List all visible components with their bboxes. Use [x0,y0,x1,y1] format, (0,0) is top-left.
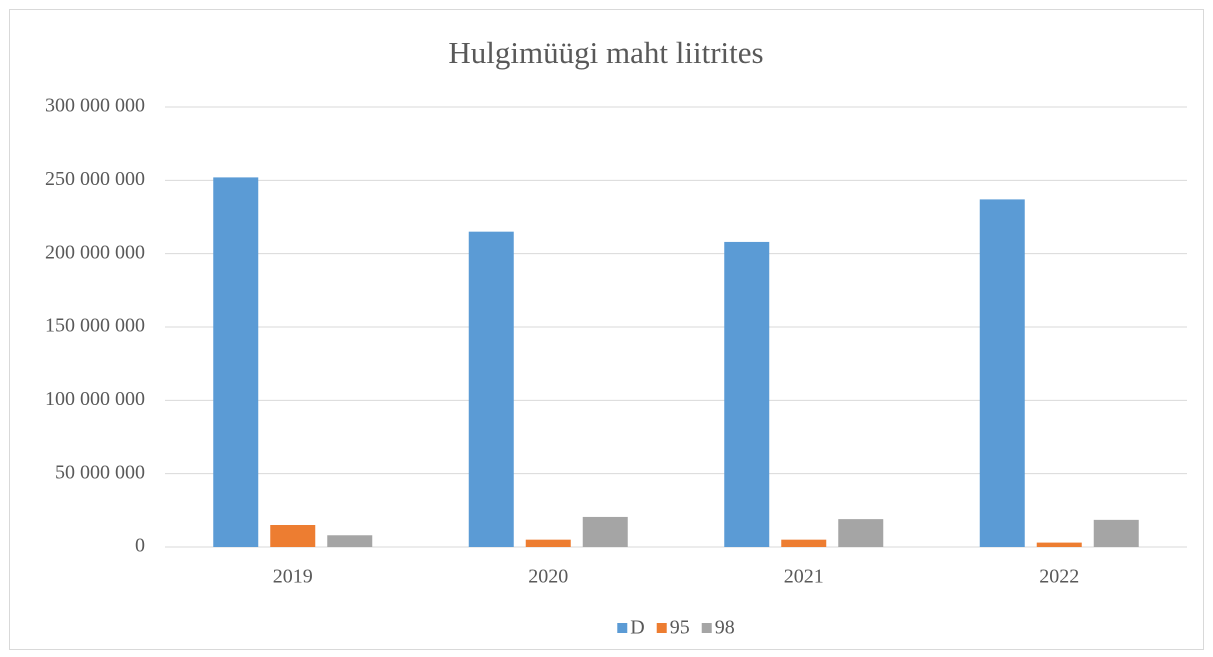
bar [270,525,316,547]
bar [781,539,827,547]
legend-label: 98 [715,617,735,639]
y-tick-label: 250 000 000 [45,168,145,190]
y-tick-label: 0 [135,535,145,557]
legend-label: 95 [670,617,690,639]
y-tick-label: 300 000 000 [45,95,145,117]
y-tick-label: 200 000 000 [45,241,145,263]
bar [468,231,514,547]
legend-swatch [617,623,628,633]
bar [525,539,571,547]
bar [979,199,1025,547]
chart-title: Hulgimüügi maht liitrites [448,35,763,70]
bar [724,241,770,547]
y-tick-label: 50 000 000 [55,461,145,483]
legend-label: D [630,617,644,639]
y-tick-label: 100 000 000 [45,388,145,410]
legend-swatch [701,623,712,633]
bar [838,519,884,547]
x-tick-label: 2021 [784,566,824,588]
x-tick-label: 2022 [1039,566,1079,588]
bar [213,177,259,547]
legend-swatch [656,623,667,633]
bar [1093,519,1139,547]
y-tick-label: 150 000 000 [45,315,145,337]
bar [582,516,628,547]
bar [1036,542,1082,547]
bar [327,535,373,547]
x-tick-label: 2020 [528,566,568,588]
x-tick-label: 2019 [273,566,313,588]
